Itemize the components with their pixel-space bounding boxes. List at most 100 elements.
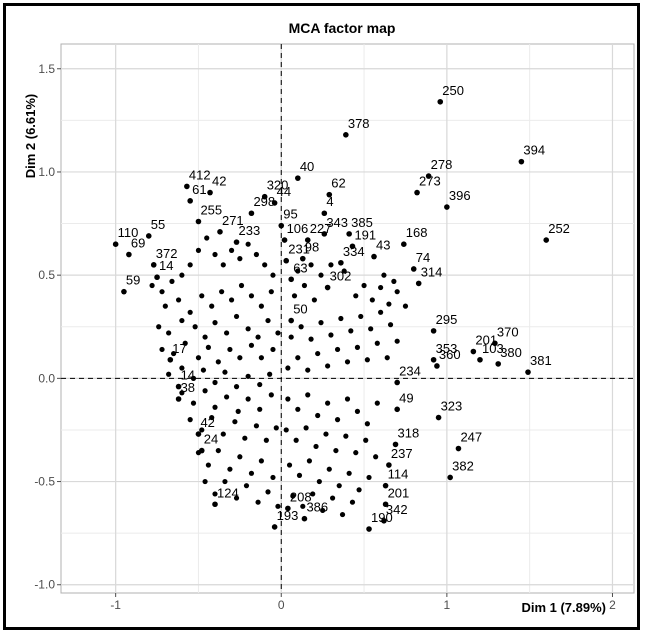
labeled-point: 231 [283, 242, 310, 264]
point-label: 208 [290, 489, 312, 504]
point-label: 386 [306, 500, 328, 515]
data-point [166, 371, 172, 377]
point-label: 370 [497, 324, 519, 339]
data-point [386, 462, 392, 468]
data-point [268, 392, 274, 398]
data-point [447, 474, 453, 481]
labeled-point: 385 [346, 215, 373, 237]
point-label: 14 [159, 258, 173, 273]
point-label: 231 [288, 242, 310, 257]
data-point [149, 282, 155, 289]
labeled-point: 342 [381, 502, 408, 524]
chart-title: MCA factor map [289, 20, 396, 36]
data-point [253, 251, 260, 258]
labeled-point: 63 [288, 260, 308, 283]
data-point [154, 274, 160, 281]
labeled-point: 4 [321, 194, 334, 217]
point-label: 385 [351, 215, 373, 230]
labeled-point: 74 [410, 250, 430, 272]
data-point [333, 447, 339, 454]
data-point [430, 356, 437, 363]
point-label: 233 [239, 223, 261, 238]
data-point [381, 272, 387, 278]
data-point [205, 462, 211, 468]
point-label: 372 [156, 246, 178, 261]
labeled-point: 114 [382, 467, 409, 489]
data-point [270, 346, 276, 353]
point-label: 114 [388, 467, 409, 482]
labeled-point: 98 [299, 240, 319, 262]
data-point [255, 334, 261, 340]
y-tick-label: 0.0 [38, 371, 55, 385]
data-point [301, 282, 308, 289]
data-point [306, 458, 313, 464]
y-tick-label: 1.5 [38, 62, 55, 76]
data-point [179, 390, 185, 396]
data-point [349, 499, 356, 505]
data-point [364, 421, 370, 427]
labeled-point: 323 [435, 399, 463, 421]
data-point [179, 317, 185, 324]
labeled-point: 193 [271, 508, 298, 530]
data-point [182, 340, 188, 346]
data-point [369, 297, 375, 303]
labeled-point: 320 [261, 178, 288, 200]
data-point [394, 338, 400, 344]
data-point [263, 437, 269, 443]
labeled-point: 380 [495, 345, 522, 367]
labeled-point: 201 [382, 485, 409, 508]
data-point [248, 293, 255, 299]
labeled-point: 95 [278, 207, 298, 229]
data-point [275, 503, 281, 509]
data-point [353, 450, 359, 456]
data-point [233, 239, 240, 245]
labeled-point: 298 [248, 194, 275, 217]
labeled-point: 40 [295, 159, 314, 181]
data-point [245, 373, 251, 379]
point-label: 323 [441, 399, 463, 414]
data-point [175, 297, 182, 303]
data-point [343, 132, 349, 138]
y-tick-label: 0.5 [38, 268, 55, 282]
point-label: 62 [331, 176, 345, 191]
data-point [232, 419, 238, 425]
data-point [248, 210, 255, 217]
data-point [222, 369, 228, 375]
y-tick-label: -0.5 [34, 475, 55, 489]
point-label: 273 [419, 174, 441, 189]
point-label: 360 [439, 347, 461, 362]
data-point [361, 282, 367, 289]
data-point [248, 470, 255, 476]
x-tick-label: 1 [444, 598, 451, 612]
labeled-point: 208 [285, 489, 312, 512]
data-point [179, 272, 185, 278]
labeled-point: 69 [126, 236, 145, 258]
point-label: 110 [118, 225, 139, 240]
data-point [525, 369, 531, 375]
data-point [495, 361, 502, 367]
labeled-point: 17 [167, 341, 187, 363]
data-point [224, 394, 230, 400]
data-point [275, 330, 281, 336]
data-point [268, 289, 274, 295]
data-point [112, 241, 119, 247]
labeled-point: 62 [326, 176, 346, 198]
data-point [305, 392, 311, 398]
data-point [202, 388, 208, 394]
labeled-point: 42 [207, 174, 227, 196]
data-point [437, 98, 444, 105]
data-point [273, 425, 279, 431]
data-point [233, 313, 240, 320]
point-label: 4 [326, 194, 333, 209]
data-point [348, 328, 354, 334]
labeled-point: 250 [437, 83, 464, 105]
data-point [321, 210, 328, 217]
data-point [378, 309, 384, 315]
data-point [278, 222, 285, 229]
labeled-point: 247 [455, 430, 482, 452]
point-label: 40 [300, 159, 314, 174]
data-point [338, 315, 344, 322]
data-point [285, 365, 291, 371]
data-point [238, 282, 245, 289]
data-point [470, 348, 477, 355]
